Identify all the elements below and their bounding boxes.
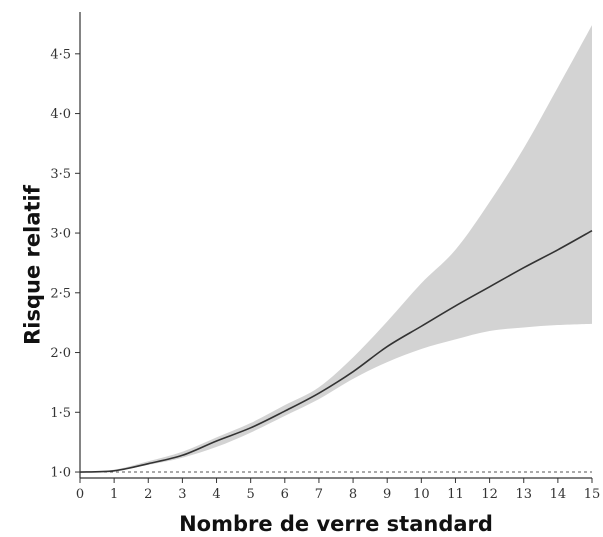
y-tick-label: 1·0 xyxy=(50,466,71,481)
y-ticks-layer: 1·0 1·5 2·0 2·5 3·0 3·5 4·0 4·5 xyxy=(50,47,80,481)
x-tick-label: 5 xyxy=(247,487,255,502)
x-tick-label: 14 xyxy=(550,487,567,502)
x-tick-label: 3 xyxy=(178,487,186,502)
x-tick-label: 11 xyxy=(447,487,464,502)
x-tick-label: 15 xyxy=(584,487,601,502)
x-tick-label: 4 xyxy=(212,487,220,502)
x-tick-label: 2 xyxy=(144,487,152,502)
x-tick-label: 10 xyxy=(413,487,430,502)
confidence-band xyxy=(80,25,592,473)
y-axis-title: Risque relatif xyxy=(20,184,44,345)
y-tick-label: 2·5 xyxy=(50,286,71,301)
x-tick-label: 13 xyxy=(515,487,532,502)
x-tick-label: 9 xyxy=(383,487,391,502)
y-tick-label: 2·0 xyxy=(50,346,71,361)
confidence-band-layer xyxy=(80,25,592,473)
x-tick-label: 0 xyxy=(76,487,84,502)
x-tick-label: 6 xyxy=(281,487,289,502)
axes-layer xyxy=(79,12,592,479)
y-tick-label: 3·0 xyxy=(50,227,71,242)
x-tick-label: 7 xyxy=(315,487,323,502)
y-tick-label: 4·0 xyxy=(50,107,71,122)
x-axis-title: Nombre de verre standard xyxy=(179,512,493,536)
x-ticks-layer: 0 1 2 3 4 5 6 7 8 9 10 11 12 13 14 15 xyxy=(76,478,600,502)
risk-line xyxy=(79,229,593,473)
y-tick-label: 1·5 xyxy=(50,406,71,421)
risk-line-layer xyxy=(79,229,593,473)
x-tick-label: 12 xyxy=(481,487,498,502)
x-tick-label: 1 xyxy=(110,487,118,502)
y-tick-label: 4·5 xyxy=(50,47,71,62)
y-tick-label: 3·5 xyxy=(50,167,71,182)
x-tick-label: 8 xyxy=(349,487,357,502)
